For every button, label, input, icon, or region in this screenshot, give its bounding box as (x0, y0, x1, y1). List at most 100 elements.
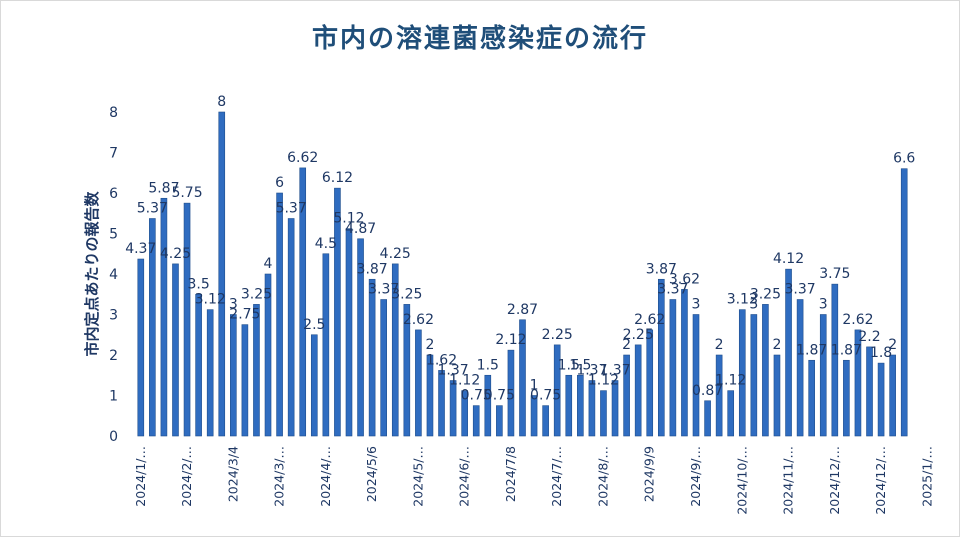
x-tick-label: 2024/12/… (827, 446, 842, 515)
bar (843, 359, 850, 437)
data-label: 2 (773, 337, 782, 353)
y-tick-label: 7 (109, 146, 118, 162)
data-label: 2.25 (542, 327, 573, 343)
bar (715, 354, 723, 437)
y-tick-label: 5 (109, 227, 118, 243)
data-label: 2.87 (507, 302, 538, 318)
bar (334, 187, 341, 437)
data-label: 1.37 (438, 363, 469, 379)
data-label: 4.25 (380, 246, 411, 262)
data-label: 3 (692, 297, 701, 313)
data-label: 3.37 (657, 282, 688, 298)
y-axis-label-group: 市内定点あたりの報告数 (83, 191, 101, 357)
data-labels: 4.375.375.874.255.753.53.12832.753.25465… (125, 94, 915, 404)
bar (634, 344, 642, 437)
bar (299, 167, 307, 437)
bar (762, 304, 769, 437)
bar (889, 354, 896, 437)
data-label: 1.87 (796, 342, 827, 358)
bar (646, 329, 654, 437)
bar (276, 192, 283, 437)
y-axis-ticks: 0 1 2 3 4 5 6 7 8 (109, 105, 118, 445)
data-label: 3.87 (646, 261, 677, 277)
bar (623, 354, 630, 437)
bar (681, 289, 688, 437)
data-label: 2.62 (842, 312, 873, 328)
data-label: 0.75 (461, 388, 492, 404)
x-tick-label: 2024/7/8 (503, 446, 518, 502)
bar (900, 168, 908, 437)
data-label: 2 (888, 337, 897, 353)
x-tick-label: 2024/12/… (873, 446, 888, 515)
bar (368, 278, 376, 437)
bar (819, 314, 827, 437)
bar (357, 238, 364, 437)
data-label: 8 (217, 94, 226, 110)
bar (391, 263, 399, 437)
bar (183, 202, 191, 437)
data-label: 3.5 (187, 276, 209, 292)
y-tick-label: 8 (109, 105, 118, 121)
bar (750, 314, 758, 437)
data-label: 5.37 (137, 201, 168, 217)
data-label: 2.62 (634, 312, 665, 328)
x-tick-label: 2024/2/… (179, 446, 194, 507)
bar (195, 293, 202, 437)
bar (808, 359, 815, 437)
bar (403, 304, 411, 437)
data-label: 4.5 (315, 236, 337, 252)
data-label: 6.62 (287, 150, 318, 166)
data-label: 1.8 (870, 345, 892, 361)
bar (218, 111, 226, 437)
x-axis-ticks: 2024/1/… 2024/2/… 2024/3/4 2024/3/… 2024/4/…… (133, 446, 935, 515)
bar (287, 218, 295, 437)
bar (449, 380, 457, 437)
data-label: 2.25 (623, 327, 654, 343)
bar (496, 405, 503, 437)
bar (542, 405, 549, 437)
bar (137, 258, 145, 437)
x-tick-label: 2024/10/… (734, 446, 749, 515)
bar (172, 263, 179, 437)
data-label: 2.5 (303, 317, 325, 333)
y-axis-label: 市内定点あたりの報告数 (83, 191, 101, 357)
y-tick-label: 4 (109, 267, 118, 283)
bar (253, 304, 260, 437)
bar (854, 329, 862, 437)
bar (727, 390, 735, 437)
data-label: 2.62 (403, 312, 434, 328)
chart-title: 市内の溶連菌感染症の流行 (311, 24, 648, 54)
data-label: 3.25 (750, 286, 781, 302)
data-label: 3.37 (785, 282, 816, 298)
data-label: 4.12 (773, 251, 804, 267)
data-label: 1.37 (599, 363, 630, 379)
bar (438, 370, 445, 437)
data-label: 4.87 (345, 221, 376, 237)
data-label: 6.12 (322, 170, 353, 186)
bar (600, 390, 607, 437)
bar (415, 329, 422, 437)
bar (345, 228, 353, 437)
y-tick-label: 0 (109, 429, 118, 445)
bar (310, 334, 318, 437)
data-label: 2 (622, 337, 631, 353)
data-label: 1.5 (558, 357, 580, 373)
bar (669, 299, 677, 437)
data-label: 2.75 (229, 307, 260, 323)
data-label: 3 (749, 297, 758, 313)
bar (264, 273, 272, 437)
bar (461, 390, 468, 437)
data-label: 1 (530, 378, 539, 394)
x-tick-label: 2024/9/9 (642, 446, 657, 502)
data-label: 6.6 (893, 151, 915, 167)
data-label: 0.75 (530, 388, 561, 404)
data-label: 1.87 (831, 342, 862, 358)
x-tick-label: 2024/6/… (457, 446, 472, 507)
data-label: 5.12 (333, 211, 364, 227)
bar (704, 400, 711, 437)
data-label: 2.12 (495, 332, 526, 348)
data-label: 3.12 (727, 292, 758, 308)
data-label: 5.87 (148, 180, 179, 196)
bar (831, 283, 839, 437)
